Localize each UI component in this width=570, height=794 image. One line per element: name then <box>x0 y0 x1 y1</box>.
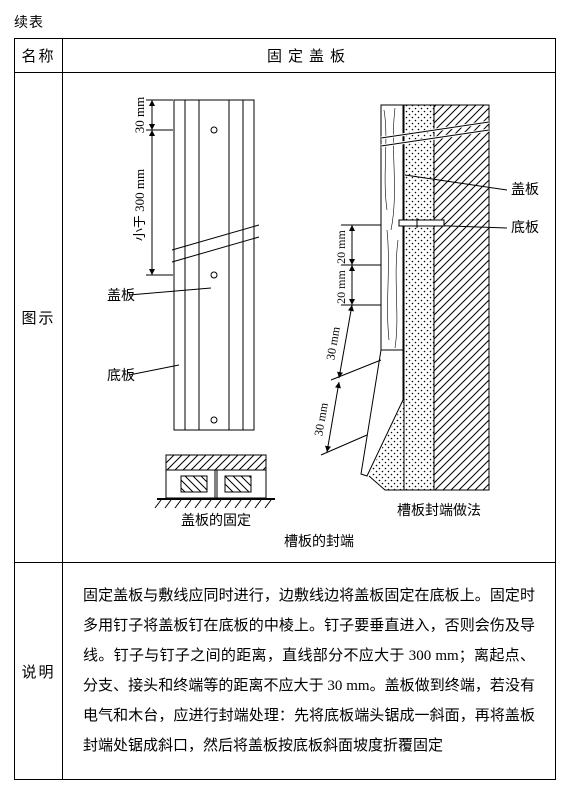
caption-left: 盖板的固定 <box>181 513 251 529</box>
description: 固定盖板与敷线应同时进行，边敷线边将盖板固定在底板上。固定时多用钉子将盖板钉在底… <box>63 563 556 780</box>
header-left: 名称 <box>15 39 63 73</box>
table: 名称 固定盖板 图示 <box>14 38 556 780</box>
table-row: 图示 <box>15 73 556 563</box>
dim-30: 30 mm <box>132 97 147 133</box>
header-title: 固定盖板 <box>63 39 556 73</box>
figure-row-label: 图示 <box>15 73 63 563</box>
left-diagram: 小于 300 mm 30 mm 盖板 底板 <box>107 97 275 529</box>
table-row: 说明 固定盖板与敷线应同时进行，边敷线边将盖板固定在底板上。固定时多用钉子将盖板… <box>15 563 556 780</box>
dim-20b: 20 mm <box>334 270 348 304</box>
caption-center: 槽板的封端 <box>284 534 354 550</box>
table-row: 名称 固定盖板 <box>15 39 556 73</box>
continue-label: 续表 <box>14 12 556 32</box>
diagram-svg: 小于 300 mm 30 mm 盖板 底板 <box>69 80 549 550</box>
dim-30a: 30 mm <box>323 325 343 361</box>
label-base-right: 底板 <box>511 220 539 236</box>
label-base-left: 底板 <box>107 368 135 384</box>
dim-300: 小于 300 mm <box>132 169 147 241</box>
label-cover-left: 盖板 <box>107 288 135 304</box>
desc-row-label: 说明 <box>15 563 63 780</box>
label-cover-right: 盖板 <box>511 182 539 198</box>
dim-20a: 20 mm <box>334 230 348 264</box>
dim-30b: 30 mm <box>311 401 331 437</box>
figure-cell: 小于 300 mm 30 mm 盖板 底板 <box>63 73 556 563</box>
caption-right: 槽板封端做法 <box>397 503 481 519</box>
right-diagram: 盖板 底板 <box>311 105 539 519</box>
